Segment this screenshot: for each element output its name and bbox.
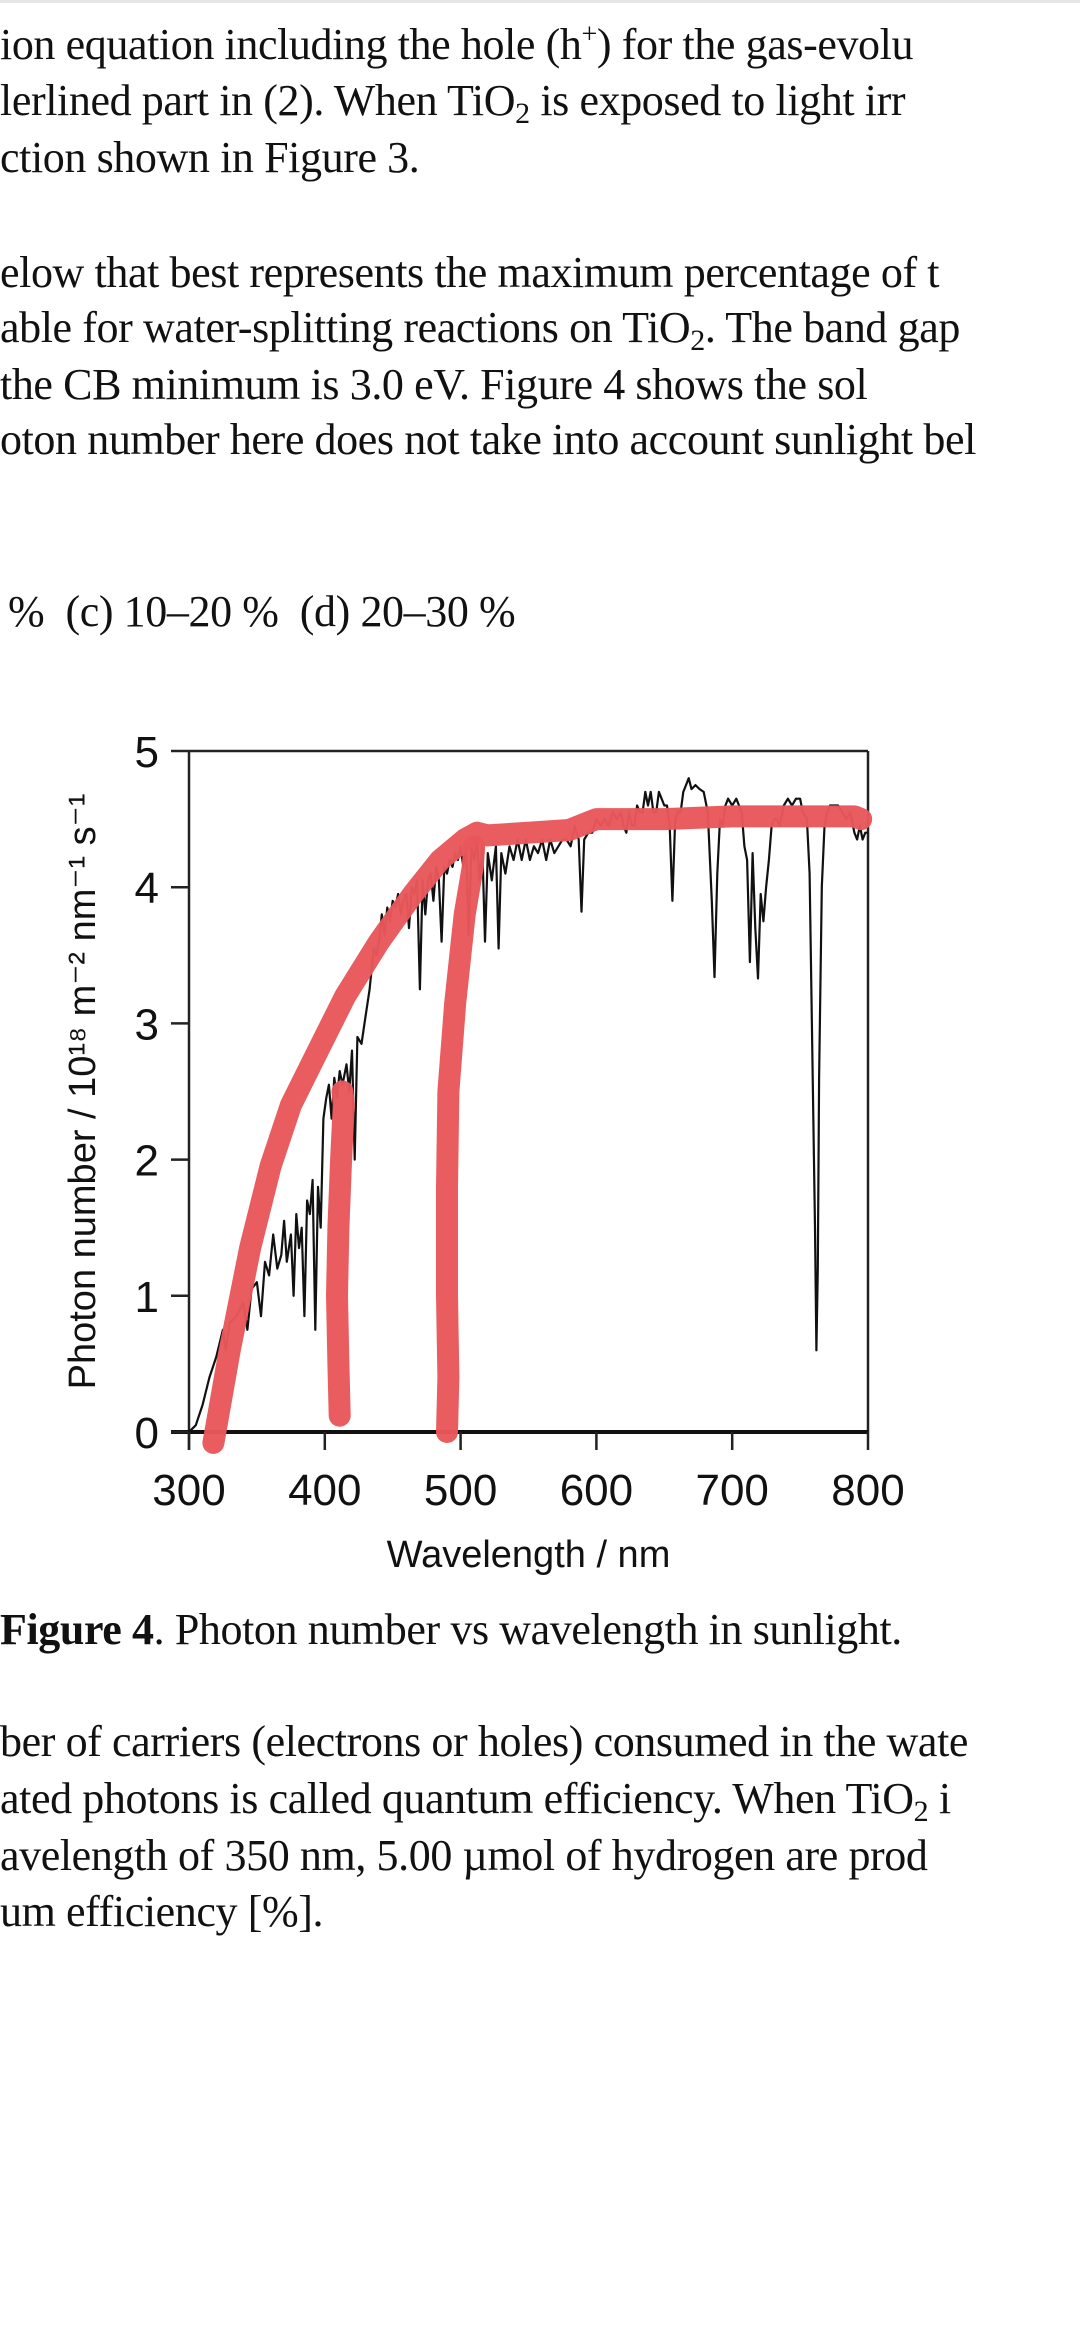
text-line: elow that best represents the maximum pe…	[0, 245, 940, 301]
subscript: 2	[913, 1795, 929, 1828]
text-span: elow that best represents the maximum pe…	[0, 248, 940, 297]
figure-caption-label: Figure 4	[0, 1605, 154, 1654]
text-span: ) for the gas-evolu	[596, 20, 914, 69]
text-span: oton number here does not take into acco…	[0, 415, 976, 464]
y-axis-title: Photon number / 10¹⁸ m⁻² nm⁻¹ s⁻¹	[62, 794, 104, 1390]
y-tick-label: 5	[135, 728, 159, 777]
text-line: ction shown in Figure 3.	[0, 130, 420, 186]
text-line: able for water-splitting reactions on Ti…	[0, 300, 960, 356]
text-span: ber of carriers (electrons or holes) con…	[0, 1717, 969, 1766]
subscript: 2	[690, 324, 705, 357]
superscript: +	[581, 19, 598, 50]
x-axis-title: Wavelength / nm	[387, 1534, 671, 1576]
y-tick-label: 0	[135, 1409, 159, 1458]
text-span: ion equation including the hole (h	[0, 20, 582, 69]
answer-options: % (c) 10–20 % (d) 20–30 %	[8, 587, 516, 636]
y-tick-label: 4	[135, 864, 159, 913]
text-span: the CB minimum is 3.0 eV. Figure 4 shows…	[0, 360, 868, 409]
text-span: ction shown in Figure 3.	[0, 133, 420, 182]
text-span: um efficiency [%].	[0, 1887, 324, 1936]
text-line: ber of carriers (electrons or holes) con…	[0, 1714, 968, 1770]
text-line: um efficiency [%].	[0, 1884, 323, 1940]
text-span: ated photons is called quantum efficienc…	[0, 1774, 914, 1823]
text-line: oton number here does not take into acco…	[0, 412, 976, 468]
x-tick-label: 400	[288, 1466, 361, 1515]
y-tick-label: 2	[135, 1137, 159, 1186]
stroke-490nm	[436, 835, 486, 1443]
y-tick-label: 3	[135, 1000, 159, 1049]
x-tick-label: 500	[424, 1466, 497, 1515]
text-line: ion equation including the hole (h+) for…	[0, 17, 913, 73]
text-line: the CB minimum is 3.0 eV. Figure 4 shows…	[0, 357, 868, 413]
axes	[171, 749, 870, 1450]
photon-spectrum-chart: 300 400 500 600 700 800 0 1 2 3 4 5 Wavelength / nm…	[62, 728, 905, 1576]
text-line: ated photons is called quantum efficienc…	[0, 1771, 951, 1827]
text-span: avelength of 350 nm, 5.00 µmol of hydrog…	[0, 1831, 928, 1880]
tick-labels: 300 400 500 600 700 800 0 1 2 3 4 5	[135, 728, 905, 1515]
stroke-410nm	[326, 1080, 355, 1427]
text-span: i	[928, 1774, 951, 1823]
text-span: lerlined part in (2). When TiO	[0, 76, 516, 125]
text-span: able for water-splitting reactions on Ti…	[0, 303, 691, 352]
text-line: lerlined part in (2). When TiO2 is expos…	[0, 73, 905, 129]
x-tick-label: 600	[560, 1466, 633, 1515]
subscript: 2	[515, 97, 530, 130]
x-tick-label: 700	[695, 1466, 768, 1515]
figure-caption: Figure 4. Photon number vs wavelength in…	[0, 1602, 902, 1658]
x-tick-label: 800	[831, 1466, 904, 1515]
figure-caption-text: . Photon number vs wavelength in sunligh…	[153, 1605, 903, 1654]
text-line: avelength of 350 nm, 5.00 µmol of hydrog…	[0, 1828, 928, 1884]
y-tick-label: 1	[135, 1273, 159, 1322]
envelope-stroke	[202, 805, 873, 1454]
text-span: . The band gap	[704, 303, 960, 352]
text-span: is exposed to light irr	[529, 76, 906, 125]
top-edge-bar	[0, 0, 1080, 3]
red-annotations	[202, 805, 873, 1454]
x-tick-label: 300	[152, 1466, 225, 1515]
